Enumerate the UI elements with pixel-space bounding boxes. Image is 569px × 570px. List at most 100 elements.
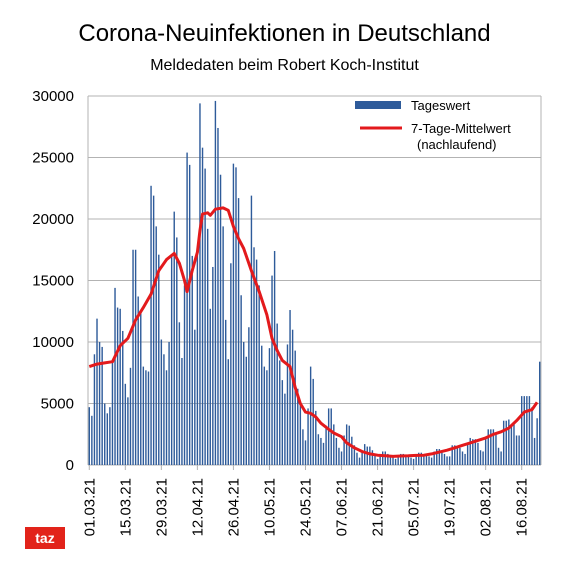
bar xyxy=(142,366,145,465)
bar xyxy=(116,307,119,465)
bar xyxy=(235,167,237,465)
bar xyxy=(201,147,204,465)
bar xyxy=(387,453,389,465)
bar xyxy=(170,257,173,465)
bar xyxy=(394,458,397,465)
chart-subtitle: Meldedaten beim Robert Koch-Institut xyxy=(150,57,419,74)
bar xyxy=(539,361,541,465)
bar xyxy=(255,259,258,465)
bar xyxy=(459,447,461,465)
bar xyxy=(379,455,381,465)
bar xyxy=(500,451,502,465)
x-tick-label: 10.05.21 xyxy=(261,478,278,536)
bar xyxy=(487,429,489,465)
bar xyxy=(194,329,196,465)
bar xyxy=(127,397,129,465)
bar xyxy=(279,360,281,465)
bar xyxy=(438,449,441,465)
bar xyxy=(237,198,240,465)
bar xyxy=(454,445,456,465)
bar xyxy=(490,429,492,465)
bar xyxy=(325,425,327,465)
x-tick-label: 29.03.21 xyxy=(153,478,170,536)
bar xyxy=(340,451,343,465)
bar xyxy=(263,366,266,465)
y-tick-label: 25000 xyxy=(32,150,74,167)
bar xyxy=(515,435,518,465)
bar xyxy=(176,237,178,465)
bar xyxy=(101,346,103,465)
bar xyxy=(330,408,332,465)
bar xyxy=(271,275,273,465)
bar xyxy=(451,445,453,465)
bar xyxy=(243,342,245,465)
x-tick-label: 26.04.21 xyxy=(225,478,242,536)
bar xyxy=(371,450,374,465)
bar xyxy=(508,419,510,465)
bar xyxy=(472,439,474,465)
x-tick-label: 16.08.21 xyxy=(514,478,531,536)
bar xyxy=(374,453,376,465)
bar xyxy=(284,393,286,465)
line-series xyxy=(88,206,539,458)
bar xyxy=(405,455,407,465)
y-tick-label: 20000 xyxy=(32,211,74,228)
bar xyxy=(361,451,363,465)
bar xyxy=(297,388,299,465)
bar xyxy=(281,380,284,465)
bar xyxy=(479,450,482,465)
bar xyxy=(433,451,435,465)
x-tick-label: 19.07.21 xyxy=(442,478,459,536)
bar xyxy=(119,308,121,465)
x-tick-label: 12.04.21 xyxy=(189,478,206,536)
bar xyxy=(178,322,181,465)
legend-label-bars: Tageswert xyxy=(411,98,471,113)
bar xyxy=(333,424,335,465)
bar xyxy=(505,420,507,465)
bar xyxy=(526,396,528,465)
y-tick-label: 10000 xyxy=(32,334,74,351)
bar xyxy=(436,449,438,465)
x-tick-label: 05.07.21 xyxy=(406,478,423,536)
bar xyxy=(315,410,317,465)
bar xyxy=(199,103,201,465)
line-7-tage-mittelwert xyxy=(88,206,539,458)
bar xyxy=(423,455,425,465)
bar xyxy=(392,456,394,465)
bar xyxy=(276,323,278,465)
bar xyxy=(212,266,214,465)
bar xyxy=(268,348,271,465)
bar xyxy=(294,350,296,465)
bar xyxy=(96,318,98,465)
bar xyxy=(484,436,487,465)
bar xyxy=(353,445,356,465)
bar xyxy=(464,453,466,465)
legend-swatch-bars xyxy=(355,101,401,109)
bar xyxy=(240,295,242,465)
bar xyxy=(461,451,464,465)
bar xyxy=(400,453,402,465)
bar xyxy=(245,356,248,465)
bar xyxy=(412,458,415,465)
bar xyxy=(258,285,260,465)
bar xyxy=(497,447,500,465)
bar xyxy=(307,408,309,465)
bar xyxy=(456,446,459,465)
bar xyxy=(291,329,294,465)
bar xyxy=(147,371,150,465)
bar xyxy=(111,360,114,465)
bar xyxy=(536,418,538,465)
bar xyxy=(224,319,227,465)
x-tick-label: 07.06.21 xyxy=(334,478,351,536)
bar xyxy=(420,452,423,465)
y-tick-label: 5000 xyxy=(41,396,74,413)
bar xyxy=(168,342,170,465)
bar xyxy=(402,453,405,465)
bar xyxy=(441,451,443,465)
bar xyxy=(137,296,139,465)
bar xyxy=(150,185,152,466)
bar xyxy=(206,228,209,465)
bar xyxy=(309,366,312,465)
bar xyxy=(320,437,322,465)
bar xyxy=(93,354,96,465)
